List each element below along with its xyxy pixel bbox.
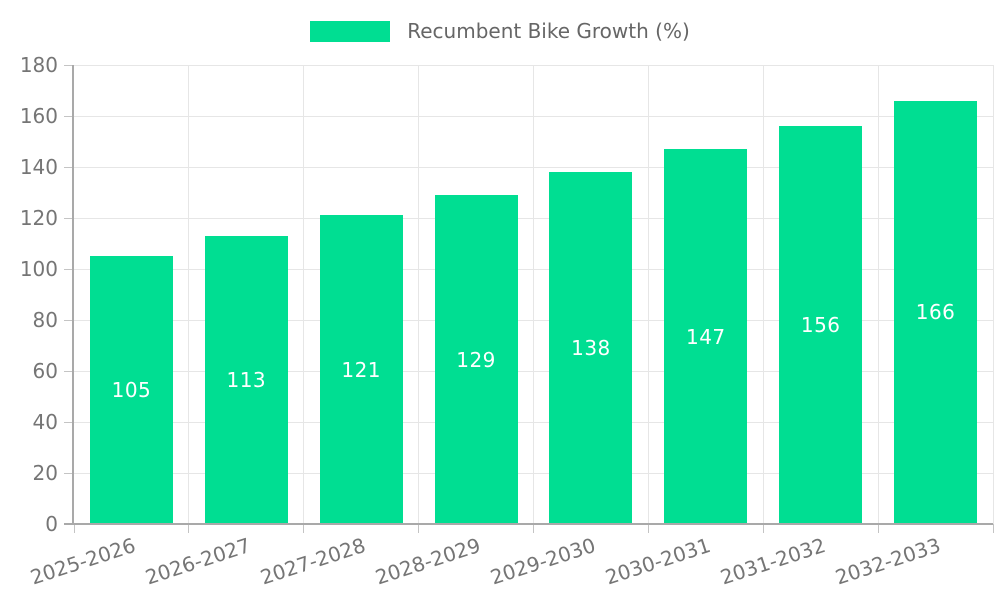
x-axis-label: 2032-2033 bbox=[831, 533, 943, 590]
bar-value-label: 105 bbox=[111, 378, 152, 403]
x-axis-tick bbox=[762, 524, 764, 533]
x-axis-label: 2028-2029 bbox=[372, 533, 484, 590]
x-axis-tick bbox=[647, 524, 649, 533]
x-gridline bbox=[647, 65, 649, 524]
bar[interactable]: 166 bbox=[894, 100, 978, 524]
x-axis-label: 2029-2030 bbox=[487, 533, 599, 590]
bar[interactable]: 105 bbox=[89, 256, 173, 524]
x-axis-line bbox=[64, 523, 993, 525]
bar[interactable]: 138 bbox=[549, 172, 633, 524]
bar[interactable]: 121 bbox=[319, 215, 403, 524]
bar-value-label: 166 bbox=[915, 300, 956, 325]
x-gridline bbox=[188, 65, 190, 524]
y-axis-label: 0 bbox=[45, 512, 58, 536]
x-axis-tick bbox=[418, 524, 420, 533]
x-axis-tick bbox=[877, 524, 879, 533]
x-axis-tick bbox=[533, 524, 534, 533]
y-axis-label: 40 bbox=[32, 410, 58, 434]
y-axis-tick bbox=[64, 421, 74, 423]
bar[interactable]: 147 bbox=[664, 149, 748, 524]
bar-value-label: 138 bbox=[571, 336, 611, 361]
y-axis-tick bbox=[64, 268, 74, 270]
x-gridline bbox=[877, 65, 879, 524]
x-axis-tick bbox=[73, 524, 75, 533]
legend: Recumbent Bike Growth (%) bbox=[0, 16, 1000, 46]
y-axis-tick bbox=[64, 370, 74, 372]
y-axis-label: 160 bbox=[19, 104, 58, 128]
x-gridline bbox=[303, 65, 305, 524]
y-axis-tick bbox=[64, 64, 74, 66]
x-gridline bbox=[992, 65, 994, 524]
x-axis-label: 2025-2026 bbox=[27, 533, 139, 590]
legend-item[interactable]: Recumbent Bike Growth (%) bbox=[310, 16, 690, 46]
legend-swatch bbox=[310, 20, 391, 42]
y-axis-tick bbox=[64, 319, 74, 321]
y-axis-label: 20 bbox=[32, 461, 58, 485]
y-axis-tick bbox=[64, 472, 74, 474]
y-axis-line bbox=[72, 65, 74, 525]
bar[interactable]: 129 bbox=[434, 195, 518, 524]
x-axis-label: 2027-2028 bbox=[257, 533, 369, 590]
bar-value-label: 147 bbox=[685, 324, 726, 349]
y-axis-tick bbox=[64, 115, 74, 117]
y-axis-tick bbox=[64, 217, 74, 219]
legend-label: Recumbent Bike Growth (%) bbox=[407, 19, 690, 43]
bar-value-label: 113 bbox=[226, 367, 267, 392]
x-axis-tick bbox=[303, 524, 305, 533]
y-axis-label: 100 bbox=[19, 257, 58, 281]
x-gridline bbox=[533, 65, 534, 524]
bar-value-label: 129 bbox=[456, 347, 496, 372]
bar-value-label: 121 bbox=[341, 357, 382, 382]
y-axis-label: 140 bbox=[19, 155, 58, 179]
y-axis-label: 60 bbox=[32, 359, 58, 383]
y-axis-label: 80 bbox=[32, 308, 58, 332]
x-gridline bbox=[418, 65, 420, 524]
y-axis-tick bbox=[64, 166, 74, 168]
x-axis-label: 2026-2027 bbox=[142, 533, 254, 590]
bar[interactable]: 113 bbox=[204, 235, 288, 524]
x-axis-label: 2031-2032 bbox=[717, 533, 829, 590]
bar[interactable]: 156 bbox=[779, 126, 863, 524]
x-axis-tick bbox=[992, 524, 994, 533]
x-gridline bbox=[762, 65, 764, 524]
y-axis-label: 120 bbox=[19, 206, 58, 230]
x-axis-tick bbox=[188, 524, 190, 533]
y-axis-label: 180 bbox=[19, 53, 58, 77]
x-axis-label: 2030-2031 bbox=[602, 533, 714, 590]
bar-value-label: 156 bbox=[800, 313, 841, 338]
